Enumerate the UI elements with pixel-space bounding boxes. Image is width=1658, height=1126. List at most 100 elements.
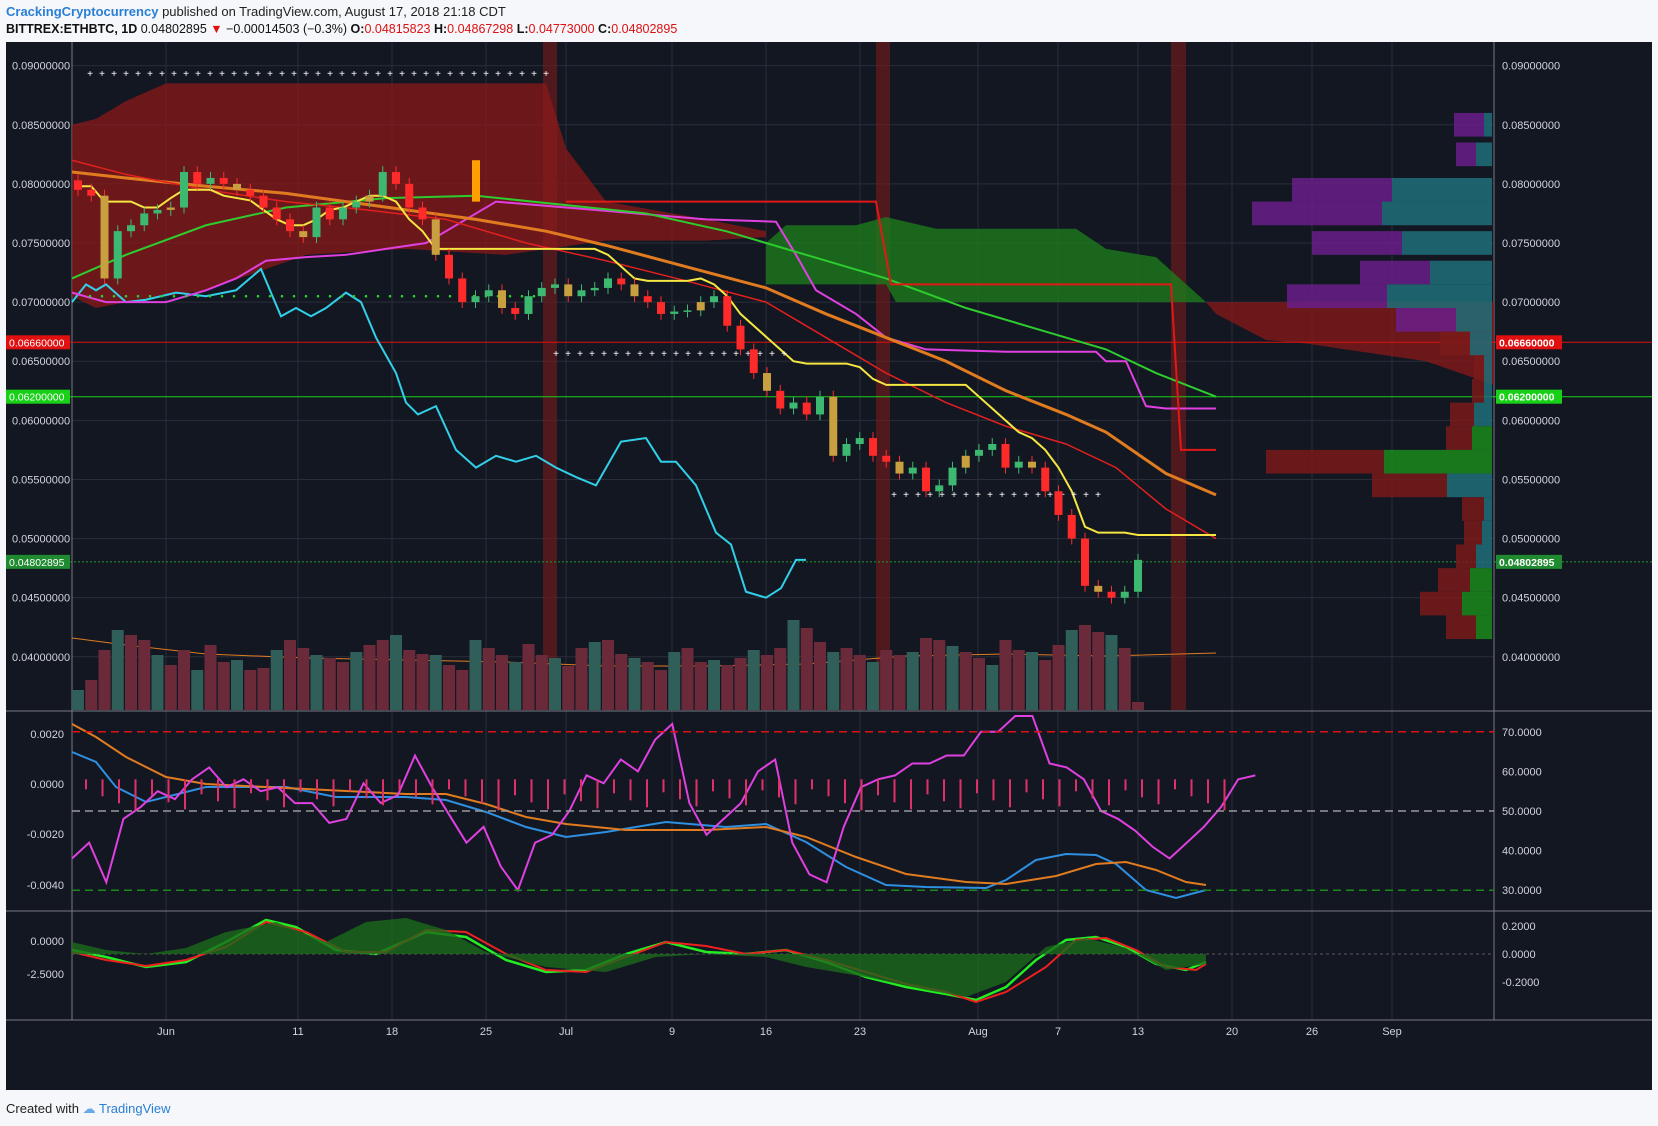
volume-profile-up [1382, 201, 1492, 226]
volume-profile-down [1312, 231, 1402, 255]
close-value: 0.04802895 [611, 22, 678, 36]
volume-bar [681, 648, 694, 710]
rsi-panel [72, 731, 1494, 891]
candle-body [590, 287, 599, 291]
tradingview-link[interactable]: TradingView [99, 1101, 171, 1116]
white-marker: + [303, 69, 309, 80]
candle-body [882, 455, 891, 462]
white-marker: + [315, 69, 321, 80]
white-marker: + [927, 490, 933, 501]
white-marker: + [721, 349, 727, 360]
candle-body [458, 278, 467, 303]
volume-bar [814, 642, 826, 710]
candle-body [922, 467, 930, 492]
green-marker [508, 294, 512, 298]
white-marker: + [625, 349, 631, 360]
rsi-line [71, 714, 1256, 893]
volume-bar [337, 662, 349, 710]
white-marker: + [565, 349, 571, 360]
white-marker: + [423, 69, 429, 80]
white-marker: + [601, 349, 607, 360]
volume-bar [655, 670, 667, 710]
volume-profile-up [1387, 284, 1492, 309]
volume-bar [350, 652, 363, 710]
chart-svg[interactable]: + + + + + + + + + + + + + + + + + + + + + + + + + + + + + + + + + + + + + + + +… [6, 42, 1652, 1090]
white-marker: + [447, 69, 453, 80]
white-marker: + [231, 69, 237, 80]
candle-body [1120, 591, 1129, 598]
volume-bar [469, 640, 482, 710]
white-marker: + [1047, 490, 1053, 501]
candle-body [1134, 559, 1142, 592]
price-tick-left: 0.08000000 [12, 179, 70, 191]
green-marker [256, 294, 260, 298]
white-marker: + [375, 69, 381, 80]
date-tick: Aug [968, 1026, 988, 1038]
volume-profile-down [1456, 142, 1476, 167]
price-tag-right: 0.06660000 [1499, 337, 1555, 349]
candle-body [325, 207, 334, 220]
white-marker: + [745, 349, 751, 360]
price-tag-bg [6, 389, 70, 404]
volume-bar [138, 640, 151, 710]
price-tick-right: 0.07500000 [1502, 238, 1560, 250]
volume-bar [111, 630, 124, 710]
volume-bar [1065, 630, 1078, 710]
candle-body [1094, 585, 1103, 592]
candle-body [935, 485, 944, 492]
price-tick-left: 0.05500000 [12, 474, 70, 486]
rsi-tick: 30.0000 [1502, 885, 1542, 897]
candlesticks [74, 160, 1142, 604]
volume-bar [747, 650, 760, 710]
volume-profile-down [1372, 473, 1447, 498]
rsi-tick: 50.0000 [1502, 806, 1542, 818]
white-marker: + [975, 490, 981, 501]
candle-body [948, 467, 957, 486]
stepped-resistance-line [566, 200, 1216, 451]
candle-body [657, 302, 665, 314]
chart-area[interactable]: + + + + + + + + + + + + + + + + + + + + + + + + + + + + + + + + + + + + + + + +… [6, 42, 1652, 1090]
volume-profile-up [1476, 142, 1492, 167]
white-marker: + [999, 490, 1005, 501]
candle-body [617, 278, 626, 285]
date-tick: Jul [559, 1026, 573, 1038]
macd-tick: -0.0040 [27, 880, 64, 892]
osc-tick-left: 0.0000 [30, 936, 64, 948]
candle-body [816, 396, 824, 415]
candle-body [153, 209, 162, 214]
white-marker: + [685, 349, 691, 360]
osc-tick-right: 0.2000 [1502, 921, 1536, 933]
white-marker: + [1035, 490, 1041, 501]
volume-bar [522, 644, 535, 710]
green-marker [352, 294, 356, 298]
green-marker [124, 294, 128, 298]
white-marker: + [553, 349, 559, 360]
volume-bar [244, 670, 257, 710]
date-tick: 20 [1226, 1026, 1238, 1038]
candle-body [100, 195, 109, 279]
candle-body [908, 467, 917, 474]
volume-profile-up [1484, 112, 1492, 137]
macd-tick: 0.0000 [30, 779, 64, 791]
volume-bar [1039, 660, 1052, 710]
volume-bar [204, 645, 217, 710]
price-tick-right: 0.05000000 [1502, 534, 1560, 546]
white-marker: + [411, 69, 417, 80]
volume-bar [668, 652, 681, 710]
tradingview-logo-icon: ☁ [82, 1101, 96, 1116]
date-tick: 18 [386, 1026, 398, 1038]
white-marker: + [915, 490, 921, 501]
author-link[interactable]: CrackingCryptocurrency [6, 4, 159, 19]
axes: 0.09000000 0.09000000 0.08500000 0.08500000… [6, 61, 1562, 1038]
candle-body [1054, 491, 1063, 515]
volume-profile [1252, 112, 1492, 640]
volume-profile-down [1292, 177, 1392, 202]
candle-body [272, 207, 281, 220]
candle-body [127, 225, 135, 232]
symbol-line: BITTREX:ETHBTC, 1D 0.04802895 ▼ −0.00014… [6, 22, 677, 36]
candle-body [749, 349, 758, 374]
candle-body [670, 311, 679, 314]
candle-body [471, 296, 480, 303]
open-value: 0.04815823 [364, 22, 431, 36]
volume-bar [323, 658, 336, 710]
